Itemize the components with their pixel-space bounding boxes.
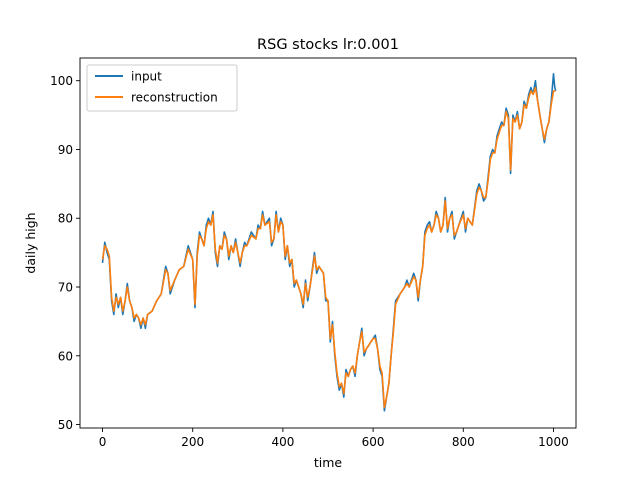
y-axis-ticks: 50 60 70 80 90 100 — [50, 74, 80, 432]
x-axis-label: time — [314, 455, 343, 470]
plot-lines — [101, 73, 557, 412]
x-axis-ticks: 0 200 400 600 800 1000 — [99, 428, 569, 449]
y-tick-label: 80 — [58, 212, 73, 226]
y-tick-label: 70 — [58, 281, 73, 295]
legend-box — [86, 64, 238, 112]
x-tick-label: 200 — [181, 435, 204, 449]
legend-label-reconstruction: reconstruction — [131, 91, 218, 105]
x-tick-label: 600 — [362, 435, 385, 449]
y-tick-label: 60 — [58, 349, 73, 363]
y-tick-label: 100 — [50, 74, 73, 88]
series-line-reconstruction — [101, 86, 556, 409]
chart-title: RSG stocks lr:0.001 — [257, 37, 399, 53]
x-tick-label: 1000 — [538, 435, 569, 449]
y-axis-label: daily high — [23, 212, 38, 273]
plot-frame — [79, 57, 577, 429]
y-tick-label: 90 — [58, 143, 73, 157]
x-tick-label: 0 — [99, 435, 107, 449]
x-tick-label: 800 — [452, 435, 475, 449]
legend: input reconstruction — [86, 64, 238, 112]
legend-label-input: input — [131, 70, 162, 84]
y-tick-label: 50 — [58, 418, 73, 432]
x-tick-label: 400 — [271, 435, 294, 449]
